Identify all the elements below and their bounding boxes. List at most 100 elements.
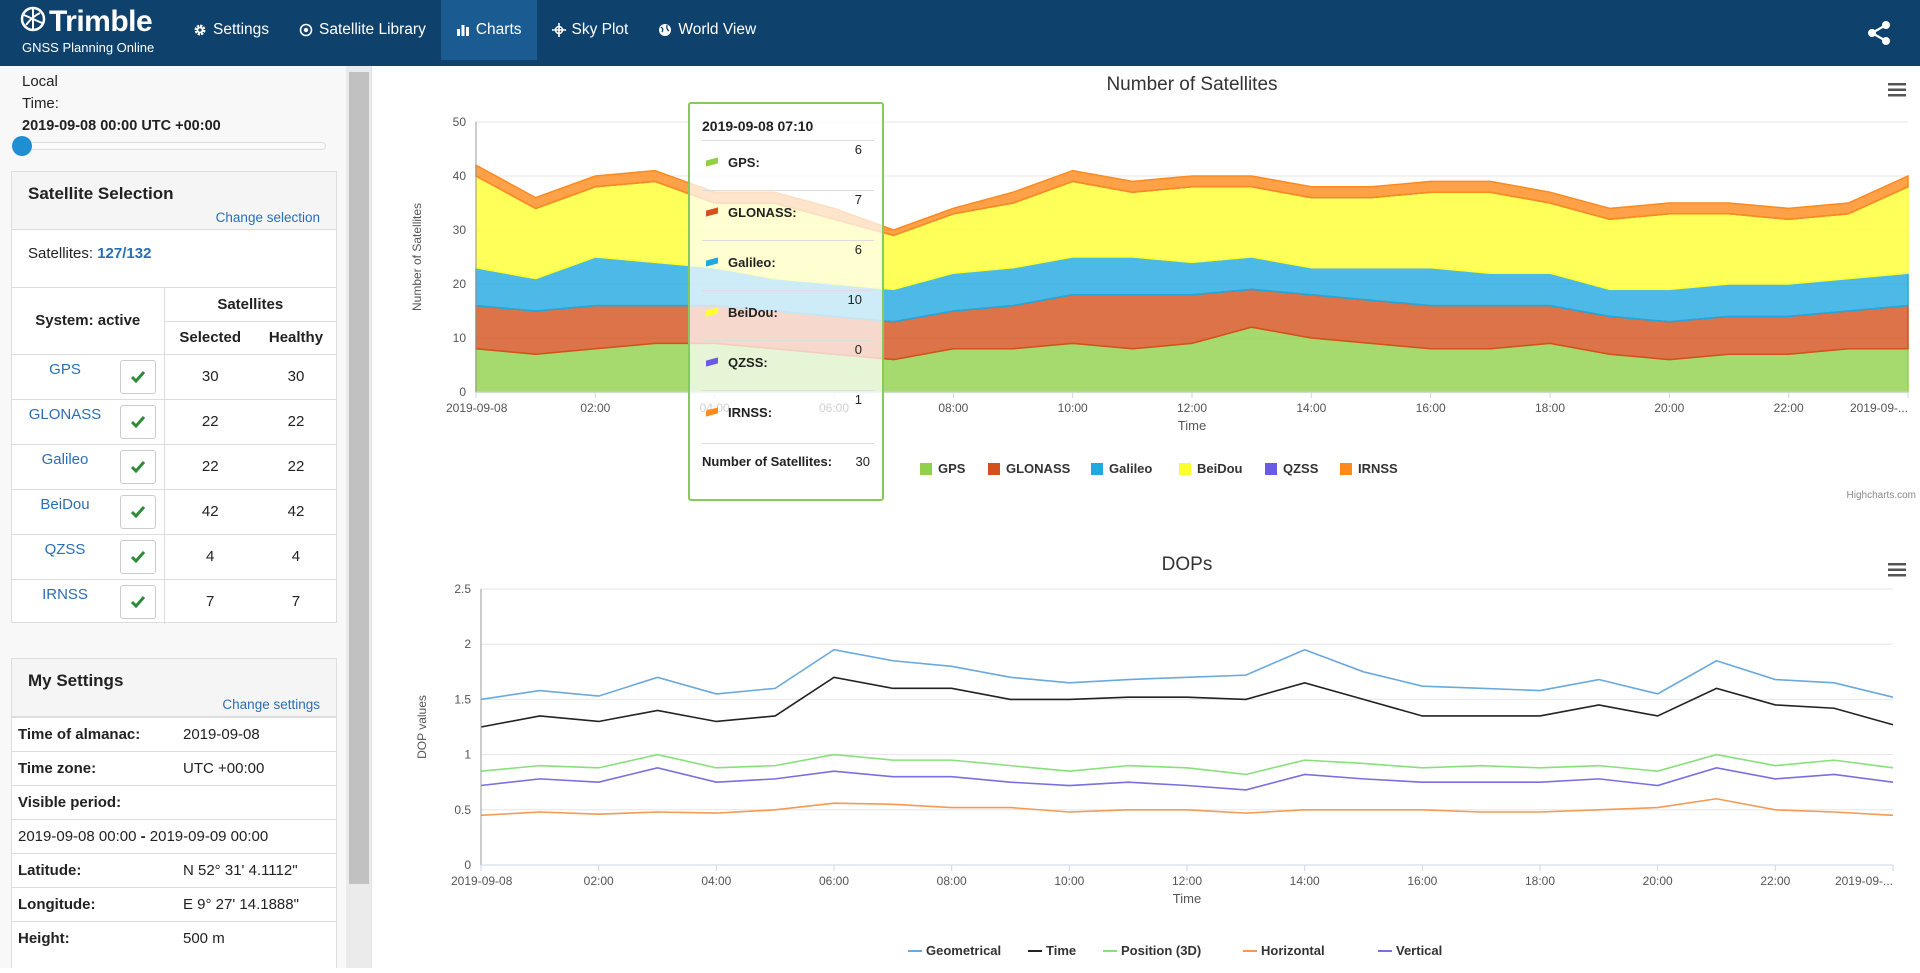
- x-tick-label: 12:00: [1172, 874, 1202, 888]
- y-tick-label: 20: [453, 277, 467, 291]
- latitude-label: Latitude:: [18, 862, 82, 879]
- share-icon[interactable]: [1866, 20, 1892, 51]
- line-series-position-3d-: [480, 753, 1894, 776]
- checkmark-icon: [130, 550, 145, 563]
- selected-count: 22: [163, 443, 256, 489]
- system-active-checkbox[interactable]: [119, 584, 156, 619]
- legend-item[interactable]: GPS: [920, 461, 966, 476]
- column-system-active: System: active: [12, 288, 164, 355]
- satellites-chart-container: Number of Satellites 0 10 20 30 40 50 2019-09-0…: [373, 66, 1920, 506]
- chart-title: DOPs: [1162, 554, 1213, 575]
- system-active-checkbox[interactable]: [119, 539, 156, 574]
- legend-swatch: [1340, 463, 1352, 475]
- healthy-count: 22: [255, 398, 336, 444]
- settings-row-period-range: 2019-09-08 00:00 - 2019-09-09 00:00: [12, 819, 336, 853]
- checkmark-icon: [130, 595, 145, 608]
- legend-item[interactable]: Vertical: [1378, 943, 1442, 958]
- dops-chart: DOPs 0 0.5 1 1.5 2 2.5 2019-09-08 02:00 04:00 06:0…: [415, 554, 1894, 958]
- system-name-link[interactable]: GLONASS: [12, 398, 112, 444]
- tooltip-row: QZSS: 0: [702, 340, 874, 384]
- my-settings-header: My Settings Change settings: [12, 659, 336, 717]
- time-slider-track[interactable]: [20, 142, 326, 150]
- change-selection-link[interactable]: Change selection: [215, 210, 320, 225]
- healthy-count: 22: [255, 443, 336, 489]
- x-tick-label: 10:00: [1058, 401, 1088, 415]
- system-active-checkbox[interactable]: [119, 359, 156, 394]
- legend-label: Geometrical: [926, 943, 1001, 958]
- my-settings-title: My Settings: [28, 671, 124, 690]
- legend-item[interactable]: Galileo: [1091, 461, 1152, 476]
- nav-satellite-library[interactable]: Satellite Library: [284, 0, 441, 60]
- series-swatch: [706, 257, 718, 267]
- chart-menu-icon[interactable]: [1888, 562, 1906, 583]
- x-tick-label: 14:00: [1296, 401, 1326, 415]
- brand-name: Trimble: [49, 5, 153, 38]
- x-axis-title: Time: [1173, 891, 1201, 906]
- legend-label: Time: [1046, 943, 1076, 958]
- system-row: GLONASS 22 22: [12, 398, 336, 444]
- legend-swatch: [988, 463, 1000, 475]
- system-name-link[interactable]: QZSS: [12, 533, 112, 579]
- system-name-link[interactable]: Galileo: [12, 443, 112, 489]
- bar-chart-icon: [456, 23, 470, 37]
- legend-item[interactable]: IRNSS: [1340, 461, 1398, 476]
- gear-icon: [193, 23, 207, 37]
- x-tick-label: 2019-09-08: [451, 874, 513, 888]
- x-tick-label: 06:00: [819, 874, 849, 888]
- chart-menu-icon[interactable]: [1888, 82, 1906, 103]
- satellite-count-total: 132: [126, 245, 152, 262]
- tooltip-series-name: GLONASS:: [728, 205, 797, 220]
- settings-row-longitude: Longitude: E 9° 27' 14.1888": [12, 887, 336, 921]
- legend-item[interactable]: Time: [1028, 943, 1076, 958]
- legend-item[interactable]: Horizontal: [1243, 943, 1325, 958]
- legend-swatch: [1179, 463, 1191, 475]
- x-tick-label: 16:00: [1416, 401, 1446, 415]
- legend-item[interactable]: Position (3D): [1103, 943, 1201, 958]
- nav-charts[interactable]: Charts: [440, 0, 537, 60]
- x-tick-label: 2019-09-08: [446, 401, 508, 415]
- checkmark-icon: [130, 370, 145, 383]
- x-tick-label: 14:00: [1290, 874, 1320, 888]
- main-nav: Settings Satellite Library Charts Sky Pl…: [178, 0, 771, 66]
- system-name-link[interactable]: BeiDou: [12, 488, 112, 534]
- satellite-selection-header: Satellite Selection Change selection: [12, 172, 336, 230]
- nav-settings[interactable]: Settings: [178, 0, 284, 60]
- legend-item[interactable]: GLONASS: [988, 461, 1071, 476]
- tooltip-total: Number of Satellites: 30: [702, 443, 874, 469]
- tooltip-series-value: 10: [847, 292, 862, 307]
- system-name-link[interactable]: GPS: [12, 353, 112, 399]
- line-series-horizontal: [480, 797, 1894, 817]
- x-tick-label: 02:00: [580, 401, 610, 415]
- tooltip-time: 2019-09-08 07:10: [702, 118, 814, 134]
- system-active-checkbox[interactable]: [119, 449, 156, 484]
- tooltip-series-name: Galileo:: [728, 255, 776, 270]
- checkmark-icon: [130, 415, 145, 428]
- tooltip-row: IRNSS: 1: [702, 390, 874, 434]
- healthy-count: 7: [255, 578, 336, 624]
- legend-swatch: [1091, 463, 1103, 475]
- period-separator: -: [136, 828, 150, 845]
- satellite-count: Satellites: 127/132: [12, 230, 336, 288]
- legend-item[interactable]: BeiDou: [1179, 461, 1243, 476]
- x-tick-label: 08:00: [937, 874, 967, 888]
- tooltip-series-name: BeiDou:: [728, 305, 778, 320]
- system-active-checkbox[interactable]: [119, 494, 156, 529]
- x-tick-label: 10:00: [1054, 874, 1084, 888]
- brand[interactable]: Trimble GNSS Planning Online: [20, 6, 154, 55]
- x-tick-label: 02:00: [584, 874, 614, 888]
- system-name-link[interactable]: IRNSS: [12, 578, 112, 624]
- selected-count: 7: [163, 578, 256, 624]
- nav-world-view[interactable]: World View: [643, 0, 771, 60]
- time-slider-handle[interactable]: [12, 136, 32, 156]
- system-active-checkbox[interactable]: [119, 404, 156, 439]
- nav-sky-plot[interactable]: Sky Plot: [537, 0, 644, 60]
- height-label: Height:: [18, 930, 70, 947]
- line-series-time: [480, 676, 1894, 728]
- selected-count: 4: [163, 533, 256, 579]
- sidebar-scrollbar-thumb[interactable]: [349, 72, 369, 884]
- legend-item[interactable]: Geometrical: [908, 943, 1001, 958]
- timezone-label: Time zone:: [18, 760, 97, 777]
- legend-item[interactable]: QZSS: [1265, 461, 1319, 476]
- change-settings-link[interactable]: Change settings: [222, 697, 320, 712]
- settings-row-height: Height: 500 m: [12, 921, 336, 955]
